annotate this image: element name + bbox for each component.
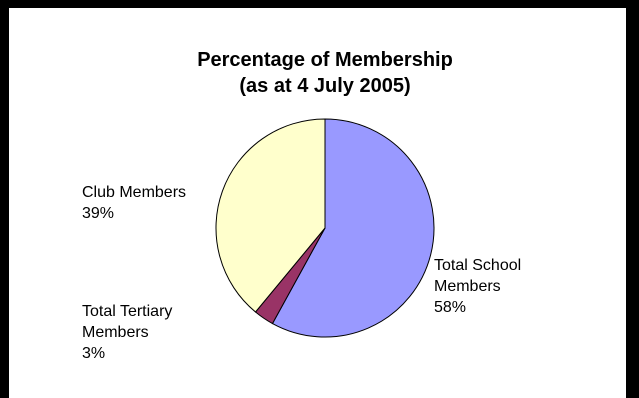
pie-slice-total-school-members xyxy=(271,118,435,338)
slice-label-tertiary: Total Tertiary Members 3% xyxy=(82,303,177,362)
slice-label-school-line-1: Total School xyxy=(434,257,521,274)
pie-slices xyxy=(215,118,435,338)
slice-label-club-line-2: 39% xyxy=(82,205,114,222)
slice-label-club-line-1: Club Members xyxy=(82,184,186,201)
chart-title-line-2: (as at 4 July 2005) xyxy=(239,75,410,97)
slice-label-club: Club Members 39% xyxy=(82,184,190,222)
slice-label-tertiary-line-1: Total Tertiary xyxy=(82,303,172,320)
chart-frame: Percentage of Membership (as at 4 July 2… xyxy=(9,8,626,398)
chart-title-line-1: Percentage of Membership xyxy=(197,49,453,71)
slice-label-tertiary-value: 3% xyxy=(82,345,105,362)
pie-chart: Percentage of Membership (as at 4 July 2… xyxy=(82,49,526,362)
slice-label-tertiary-line-2: Members xyxy=(82,324,149,341)
pie-slice-club-members xyxy=(215,118,326,313)
slice-label-school-value: 58% xyxy=(434,299,466,316)
slice-label-school-line-2: Members xyxy=(434,278,501,295)
slice-label-school: Total School Members 58% xyxy=(434,257,526,316)
